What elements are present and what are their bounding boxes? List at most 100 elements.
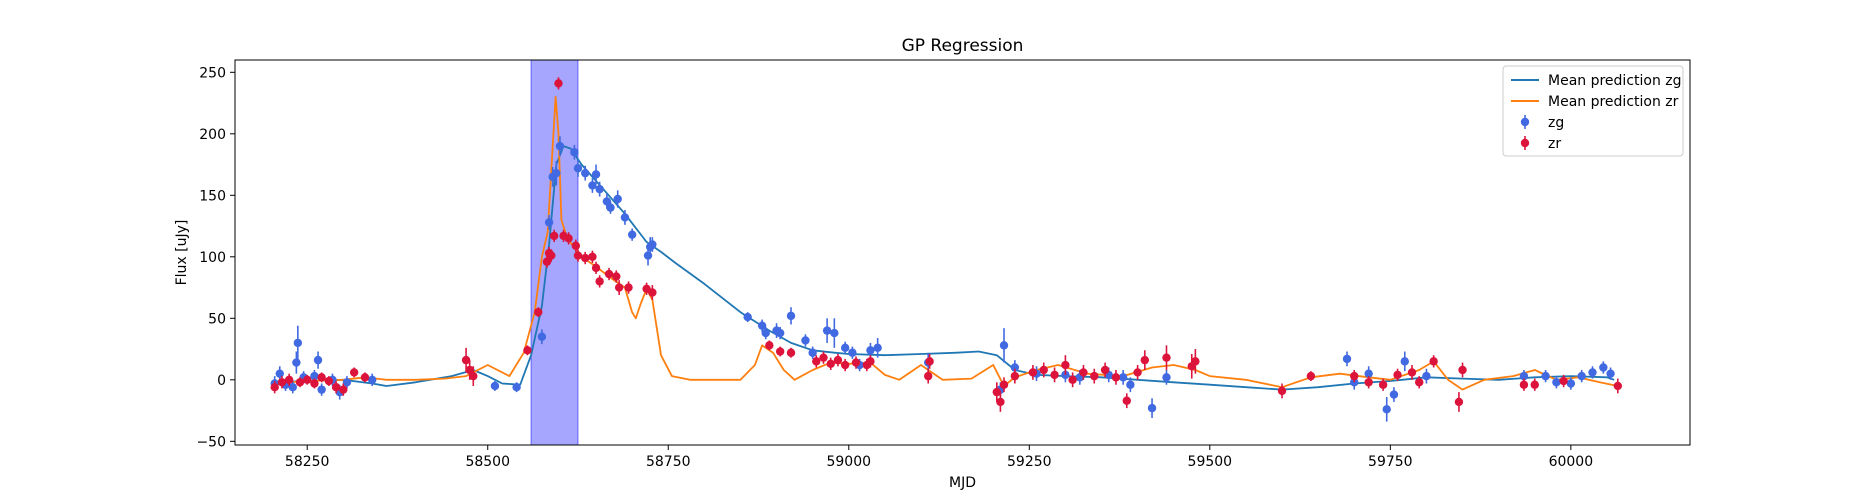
point-zr-80: [1530, 380, 1539, 389]
point-zr-35: [648, 288, 657, 297]
point-zr-63: [1133, 368, 1142, 377]
point-zr-55: [1050, 370, 1059, 380]
legend-swatch-2: [1520, 117, 1530, 127]
legend-label-2: zg: [1548, 115, 1564, 131]
point-zg-73: [1577, 371, 1586, 381]
point-zg-39: [775, 328, 785, 338]
x-tick-label-59250: 59250: [1007, 454, 1052, 470]
point-zr-13: [465, 365, 474, 375]
point-zg-53: [1010, 363, 1020, 372]
point-zr-24: [571, 241, 581, 250]
point-zg-64: [1364, 369, 1373, 378]
point-zr-72: [1378, 380, 1388, 389]
point-zg-15: [512, 382, 521, 392]
series-points-zr: [270, 77, 1622, 412]
point-zg-36: [757, 321, 767, 330]
point-zr-73: [1393, 370, 1402, 380]
point-zr-67: [1191, 357, 1200, 366]
point-zr-23: [564, 234, 573, 243]
point-zr-71: [1364, 378, 1373, 387]
point-zg-3: [288, 382, 297, 392]
point-zr-82: [1613, 381, 1622, 391]
point-zr-28: [591, 263, 601, 273]
point-zr-52: [1010, 371, 1020, 381]
point-zr-19: [547, 251, 556, 260]
point-zg-23: [581, 168, 590, 178]
point-zr-49: [992, 387, 1001, 397]
point-zg-24: [588, 181, 597, 190]
y-tick-label-200: 200: [199, 127, 226, 143]
point-zr-6: [317, 373, 326, 382]
point-zr-78: [1458, 365, 1467, 375]
point-zg-19: [552, 168, 561, 178]
legend-label-3: zr: [1548, 136, 1561, 152]
point-zg-5: [293, 338, 303, 348]
point-zr-26: [581, 253, 590, 263]
legend-item-mean-prediction-zr: Mean prediction zr: [1511, 94, 1679, 110]
x-tick-label-58250: 58250: [285, 454, 330, 470]
point-zr-68: [1277, 386, 1287, 396]
point-zg-48: [866, 346, 875, 355]
point-zr-32: [614, 283, 624, 292]
point-zr-9: [339, 385, 348, 394]
point-zr-2: [284, 375, 294, 385]
legend: Mean prediction zg Mean prediction zr zg zr: [1502, 65, 1684, 157]
point-zr-56: [1061, 360, 1070, 370]
point-zg-21: [570, 148, 579, 157]
y-tick-label-150: 150: [199, 188, 226, 204]
point-zr-10: [349, 368, 359, 377]
point-zg-31: [627, 230, 637, 239]
point-zr-57: [1068, 375, 1077, 385]
point-zg-42: [808, 348, 817, 357]
point-zg-44: [830, 328, 839, 338]
point-zr-37: [775, 347, 785, 356]
point-zr-25: [573, 251, 583, 260]
point-zg-12: [342, 378, 352, 387]
point-zg-22: [573, 164, 583, 173]
point-zg-29: [613, 194, 622, 204]
point-zg-52: [999, 341, 1009, 350]
point-zr-58: [1079, 368, 1088, 377]
point-zg-25: [591, 170, 601, 179]
point-zg-49: [873, 343, 882, 353]
plot-area: [270, 60, 1622, 445]
point-zg-70: [1541, 371, 1550, 381]
point-zg-62: [1342, 354, 1352, 364]
point-zg-60: [1147, 403, 1157, 413]
point-zr-64: [1140, 355, 1150, 365]
point-zr-39: [812, 357, 821, 366]
point-zr-40: [819, 353, 828, 362]
point-zg-16: [537, 332, 547, 341]
point-zg-65: [1382, 405, 1391, 414]
point-zr-44: [851, 358, 861, 367]
point-zg-14: [490, 381, 500, 391]
point-zg-58: [1118, 373, 1128, 382]
point-zr-81: [1559, 376, 1568, 386]
legend-box: [1502, 65, 1684, 157]
point-zg-69: [1519, 371, 1529, 381]
point-zr-20: [549, 231, 559, 241]
legend-item-mean-prediction-zg: Mean prediction zg: [1511, 73, 1682, 89]
point-zr-1: [277, 378, 287, 387]
x-tick-label-59750: 59750: [1368, 454, 1413, 470]
point-zg-67: [1400, 357, 1409, 366]
point-zr-43: [840, 360, 850, 370]
point-zr-4: [303, 375, 312, 385]
point-zg-43: [822, 326, 832, 335]
point-zg-37: [761, 328, 770, 338]
point-zr-59: [1090, 371, 1099, 381]
point-zg-26: [595, 184, 604, 194]
point-zr-74: [1407, 368, 1417, 377]
point-zr-62: [1122, 396, 1131, 405]
point-zr-50: [996, 397, 1005, 407]
point-zr-61: [1111, 373, 1121, 382]
y-tick-label-250: 250: [199, 65, 226, 81]
point-zg-20: [555, 141, 565, 151]
point-zg-76: [1606, 369, 1615, 378]
point-zg-72: [1566, 379, 1576, 388]
point-zr-31: [612, 272, 621, 281]
point-zr-5: [310, 379, 319, 388]
series-line-mean-prediction-zg: [271, 145, 1615, 391]
point-zg-7: [310, 371, 319, 381]
x-tick-label-60000: 60000: [1549, 454, 1594, 470]
